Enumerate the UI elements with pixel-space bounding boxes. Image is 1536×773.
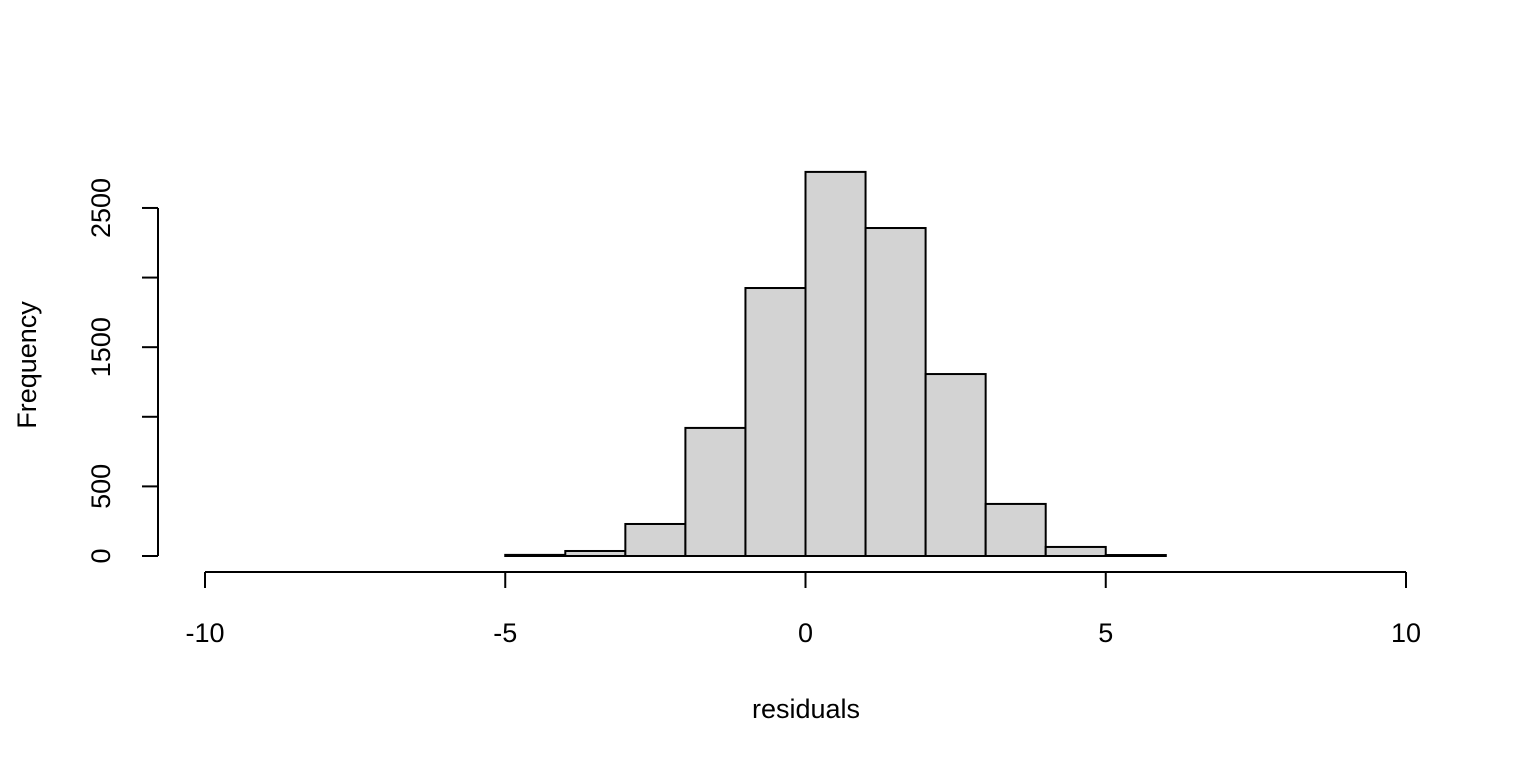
- bar: [564, 549, 627, 557]
- y-tick-label: 2500: [86, 178, 116, 238]
- x-axis-label: residuals: [752, 694, 860, 724]
- bar: [924, 373, 987, 557]
- bar: [744, 287, 807, 557]
- bar: [1044, 545, 1107, 557]
- x-tick-label: 0: [798, 618, 813, 648]
- y-tick-label: 0: [86, 548, 116, 563]
- x-tick-label: 5: [1098, 618, 1113, 648]
- x-tick-label: -5: [493, 618, 517, 648]
- bar: [804, 170, 867, 558]
- bar: [684, 426, 747, 557]
- bar: [984, 502, 1047, 558]
- y-tick-label: 500: [86, 464, 116, 509]
- bar: [624, 522, 687, 557]
- x-tick-label: 10: [1391, 618, 1421, 648]
- bar: [1104, 554, 1167, 558]
- y-tick-label: 1500: [86, 317, 116, 377]
- y-axis-label: Frequency: [12, 301, 42, 429]
- x-tick-label: -10: [185, 618, 224, 648]
- bar: [504, 553, 567, 558]
- bar: [864, 227, 927, 557]
